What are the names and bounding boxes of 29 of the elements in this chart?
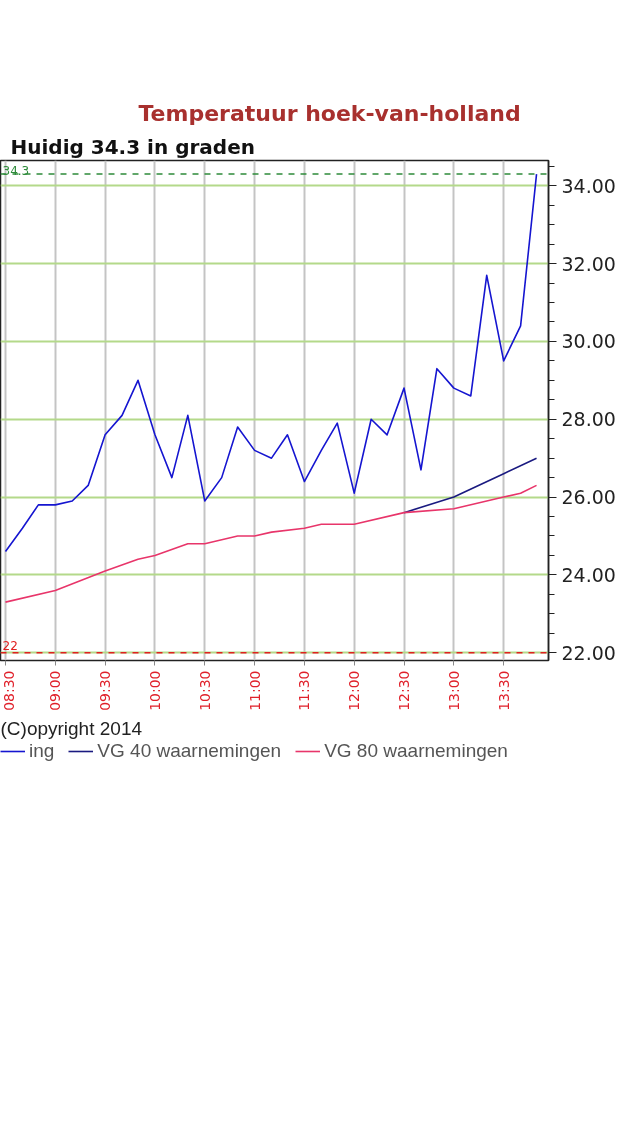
y-tick-label: 24.00	[561, 563, 616, 586]
x-tick-label: 11:00	[246, 670, 263, 711]
x-tick-label: 09:30	[97, 670, 114, 711]
x-tick-label: 11:30	[296, 670, 313, 711]
ref-line-label: 22	[2, 638, 18, 653]
x-tick-label: 09:00	[47, 670, 64, 711]
line-series	[403, 457, 538, 514]
y-tick-label: 34.00	[561, 174, 616, 197]
chart-title: Temperatuur hoek-van-holland	[138, 100, 521, 126]
x-tick-label: 10:00	[146, 670, 163, 711]
y-tick-label: 32.00	[561, 252, 616, 275]
y-tick-label: 22.00	[561, 641, 616, 664]
x-tick-label: 10:30	[196, 670, 213, 711]
legend-label: ing	[29, 740, 55, 762]
x-tick-label: 12:00	[346, 670, 363, 711]
legend-label: VG 40 waarnemingen	[97, 740, 282, 762]
legend-label: VG 80 waarnemingen	[324, 740, 508, 762]
x-tick-label: 13:00	[445, 670, 462, 711]
text: (C)opyright 2014	[0, 717, 143, 739]
x-tick-label: 12:30	[396, 670, 413, 711]
y-tick-label: 30.00	[561, 330, 616, 353]
x-tick-label: 08:30	[0, 670, 17, 711]
line-series	[4, 173, 538, 553]
x-tick-label: 13:30	[495, 670, 512, 711]
ref-line-label: 34.3	[2, 164, 30, 179]
y-tick-label: 26.00	[561, 486, 616, 509]
line-series	[4, 484, 538, 603]
y-tick-label: 28.00	[561, 408, 616, 431]
chart-subtitle: Huidig 34.3 in graden	[10, 134, 255, 159]
